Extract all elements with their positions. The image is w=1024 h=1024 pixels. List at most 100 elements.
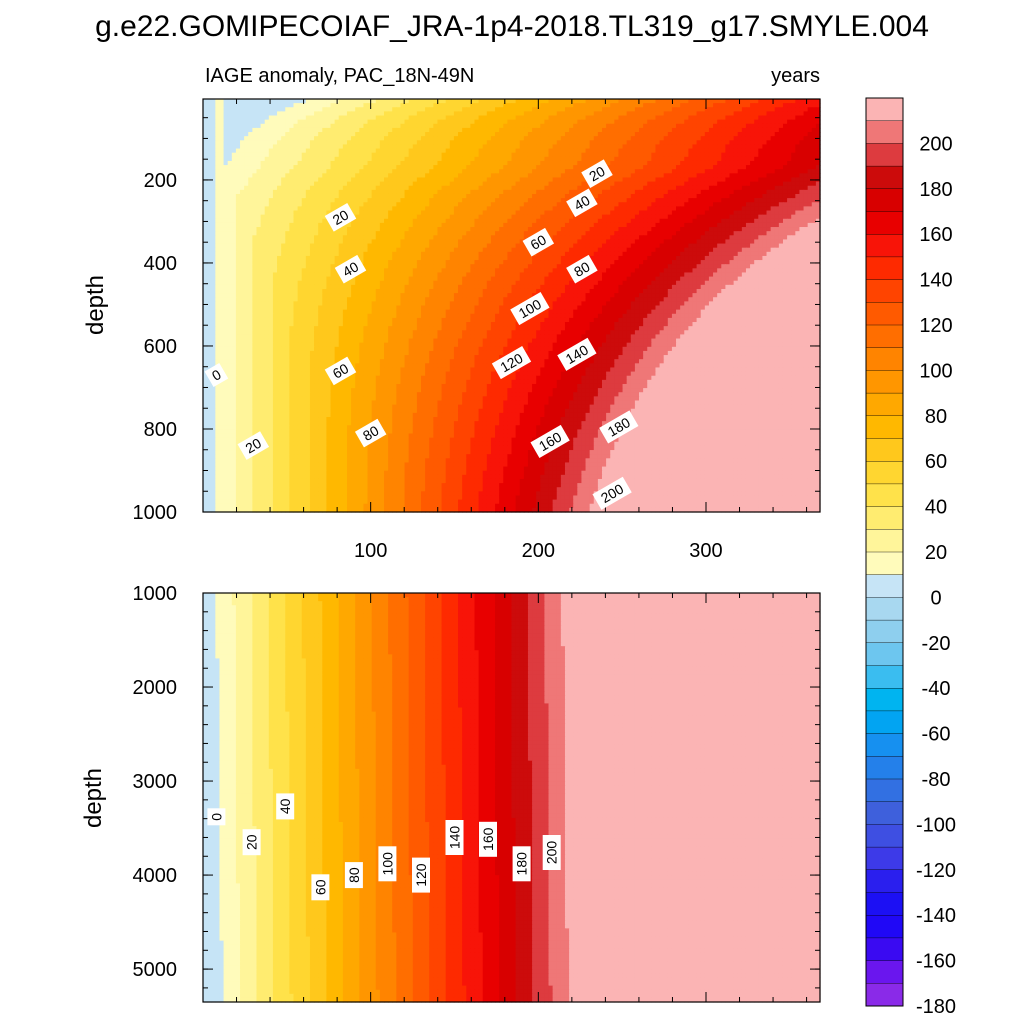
heatmap-cell xyxy=(745,127,751,133)
heatmap-cell xyxy=(227,227,233,232)
heatmap-cell xyxy=(708,169,714,174)
heatmap-cell xyxy=(441,140,447,146)
heatmap-cell xyxy=(692,210,698,216)
heatmap-cell xyxy=(371,123,377,129)
heatmap-cell xyxy=(803,198,809,203)
heatmap-cell xyxy=(474,227,480,232)
heatmap-cell xyxy=(458,148,463,154)
heatmap-cell xyxy=(610,103,615,108)
heatmap-cell xyxy=(268,189,274,195)
heatmap-cell xyxy=(260,156,266,162)
heatmap-cell xyxy=(618,169,624,174)
heatmap-cell xyxy=(392,177,397,183)
heatmap-cell xyxy=(634,206,640,212)
heatmap-cell xyxy=(708,227,714,232)
heatmap-cell xyxy=(589,206,595,212)
heatmap-cell xyxy=(651,152,657,158)
heatmap-cell xyxy=(429,136,434,141)
heatmap-cell xyxy=(466,160,471,166)
heatmap-cell xyxy=(433,210,439,216)
heatmap-cell xyxy=(416,127,422,133)
heatmap-cell xyxy=(676,127,681,133)
heatmap-cell xyxy=(770,115,776,121)
heatmap-cell xyxy=(367,107,373,112)
heatmap-cell xyxy=(392,140,397,146)
heatmap-cell xyxy=(544,185,550,191)
heatmap-cell xyxy=(416,144,422,150)
heatmap-cell xyxy=(412,214,418,220)
heatmap-cell xyxy=(676,181,681,187)
heatmap-cell xyxy=(375,173,381,179)
heatmap-cell xyxy=(519,107,525,112)
heatmap-cell xyxy=(215,206,221,212)
heatmap-cell xyxy=(305,235,311,241)
heatmap-cell xyxy=(272,185,278,191)
heatmap-cell xyxy=(523,111,529,117)
heatmap-cell xyxy=(453,231,459,236)
heatmap-cell xyxy=(342,148,348,154)
heatmap-cell xyxy=(256,103,262,108)
heatmap-cell xyxy=(433,111,439,117)
heatmap-cell xyxy=(795,144,801,150)
heatmap-cell xyxy=(536,123,541,129)
heatmap-cell xyxy=(618,227,624,232)
heatmap-cell xyxy=(704,99,710,104)
heatmap-cell xyxy=(458,127,463,133)
heatmap-cell xyxy=(766,132,772,137)
heatmap-cell xyxy=(240,222,245,228)
heatmap-cell xyxy=(754,152,759,158)
heatmap-cell xyxy=(215,165,221,170)
heatmap-cell xyxy=(663,185,669,191)
heatmap-cell xyxy=(577,111,583,117)
heatmap-cell xyxy=(437,111,443,117)
heatmap-cell xyxy=(778,169,784,174)
heatmap-cell xyxy=(388,210,393,216)
heatmap-cell xyxy=(737,165,743,170)
heatmap-cell xyxy=(478,222,484,228)
heatmap-cell xyxy=(326,231,332,236)
heatmap-cell xyxy=(371,173,377,179)
heatmap-cell xyxy=(322,160,327,166)
heatmap-cell xyxy=(618,177,624,183)
heatmap-cell xyxy=(708,165,714,170)
heatmap-cell xyxy=(688,99,694,104)
heatmap-cell xyxy=(293,173,299,179)
heatmap-cell xyxy=(293,123,299,129)
heatmap-cell xyxy=(272,140,278,146)
heatmap-cell xyxy=(787,193,792,199)
heatmap-cell xyxy=(717,193,722,199)
heatmap-cell xyxy=(791,231,796,236)
heatmap-cell xyxy=(597,111,603,117)
heatmap-cell xyxy=(256,136,262,141)
heatmap-cell xyxy=(741,210,747,216)
heatmap-cell xyxy=(289,222,295,228)
heatmap-cell xyxy=(795,160,801,166)
heatmap-cell xyxy=(215,132,221,137)
heatmap-cell xyxy=(651,123,657,129)
heatmap-cell xyxy=(606,185,611,191)
heatmap-cell xyxy=(597,115,603,121)
heatmap-cell xyxy=(256,231,262,236)
heatmap-cell xyxy=(305,202,311,207)
heatmap-cell xyxy=(207,202,212,207)
heatmap-cell xyxy=(548,202,554,207)
heatmap-cell xyxy=(293,222,299,228)
heatmap-cell xyxy=(383,123,389,129)
heatmap-cell xyxy=(770,231,776,236)
heatmap-cell xyxy=(733,177,739,183)
heatmap-cell xyxy=(203,235,208,241)
heatmap-cell xyxy=(235,235,241,241)
heatmap-cell xyxy=(375,156,381,162)
heatmap-cell xyxy=(519,127,525,133)
heatmap-cell xyxy=(622,127,628,133)
heatmap-cell xyxy=(647,206,652,212)
heatmap-cell xyxy=(240,214,245,220)
heatmap-cell xyxy=(240,202,245,207)
heatmap-cell xyxy=(445,140,451,146)
heatmap-cell xyxy=(383,177,389,183)
heatmap-cell xyxy=(285,144,290,150)
heatmap-cell xyxy=(741,132,747,137)
heatmap-cell xyxy=(227,152,233,158)
heatmap-cell xyxy=(375,103,381,108)
heatmap-cell xyxy=(807,218,813,224)
